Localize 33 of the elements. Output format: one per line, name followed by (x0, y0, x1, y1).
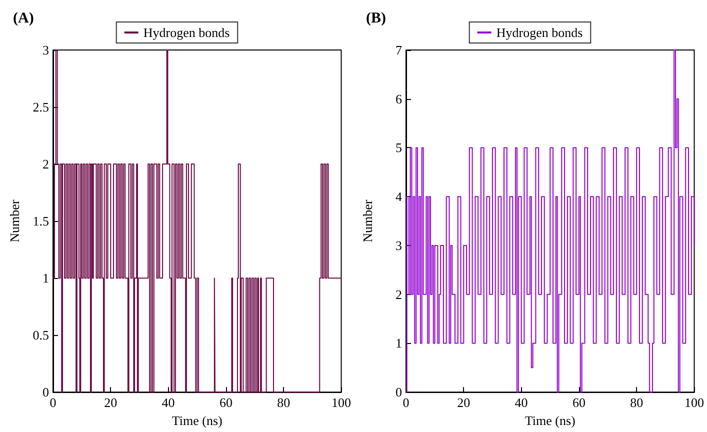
chart-title: (B) (366, 10, 386, 26)
y-tick-label: 3 (396, 238, 402, 253)
y-tick-label: 1.5 (32, 214, 49, 229)
x-tick-label: 100 (684, 395, 704, 410)
x-tick-label: 20 (104, 395, 118, 410)
x-tick-label: 60 (219, 395, 232, 410)
y-tick-label: 6 (396, 91, 402, 106)
y-axis-title: Number (360, 199, 375, 242)
x-tick-label: 20 (457, 395, 470, 410)
x-tick-label: 40 (514, 395, 528, 410)
y-tick-label: 2 (396, 286, 402, 302)
y-tick-label: 1 (396, 336, 402, 351)
chart-title: (A) (13, 10, 34, 26)
legend-label: Hydrogen bonds (496, 25, 583, 40)
x-tick-label: 60 (572, 395, 586, 410)
y-tick-label: 4 (396, 189, 402, 204)
x-axis-title: Time (ns) (524, 413, 576, 428)
y-tick-label: 5 (396, 140, 402, 156)
y-axis-title: Number (7, 199, 22, 242)
y-tick-label: 0 (42, 384, 49, 400)
x-tick-label: 80 (630, 395, 644, 410)
legend-label: Hydrogen bonds (143, 25, 230, 40)
y-tick-label: 2 (42, 156, 49, 172)
x-tick-label: 80 (277, 395, 290, 410)
x-tick-label: 100 (332, 395, 351, 410)
y-tick-label: 3 (42, 42, 49, 58)
x-axis-title: Time (ns) (172, 413, 222, 428)
y-tick-label: 2.5 (32, 100, 49, 115)
x-tick-label: 40 (162, 395, 175, 410)
y-tick-label: 1 (42, 270, 49, 286)
y-tick-label: 7 (396, 42, 402, 58)
y-tick-label: 0 (396, 384, 402, 400)
y-tick-label: 0.5 (32, 328, 49, 343)
